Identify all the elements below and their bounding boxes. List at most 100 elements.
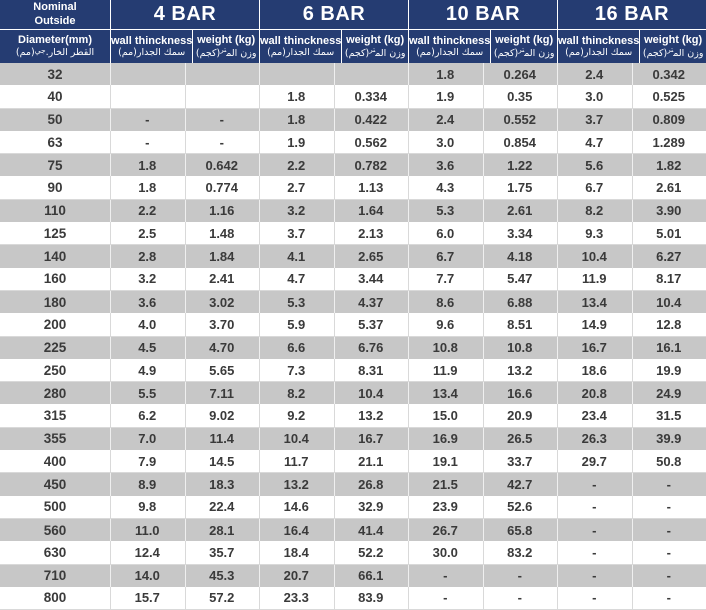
value-cell: 16.7: [334, 428, 409, 450]
value-cell: 10.4: [259, 428, 334, 450]
value-cell: 7.0: [110, 428, 185, 450]
value-cell: -: [557, 519, 632, 541]
value-cell: 11.4: [185, 428, 260, 450]
value-cell: 1.75: [483, 176, 558, 198]
value-cell: 52.2: [334, 541, 409, 563]
subheader-4bar-wall-thickness: wall thinckness سمك الجدار(مم): [110, 30, 192, 63]
value-cell: 13.2: [259, 473, 334, 495]
value-cell: 2.7: [259, 176, 334, 198]
table-row: 315 6.2 9.02 9.2 13.2 15.0 20.9 23.4 31.5: [0, 404, 706, 428]
table-row: 225 4.5 4.70 6.6 6.76 10.8 10.8 16.7 16.1: [0, 336, 706, 359]
value-cell: 5.5: [110, 382, 185, 404]
diameter-cell: 355: [43, 431, 67, 447]
table-row: 180 3.6 3.02 5.3 4.37 8.6 6.88 13.4 10.4: [0, 290, 706, 314]
value-cell: 4.1: [259, 245, 334, 267]
value-cell: 3.0: [557, 85, 632, 107]
value-cell: 16.1: [632, 337, 706, 359]
value-cell: 1.8: [259, 109, 334, 131]
table-row: 110 2.2 1.16 3.2 1.64 5.3 2.61 8.2 3.90: [0, 199, 706, 223]
header-nominal-line2: Outside: [34, 14, 76, 27]
value-cell: 4.7: [259, 268, 334, 290]
value-cell: 9.02: [185, 404, 260, 426]
value-cell: 22.4: [185, 496, 260, 518]
value-cell: 39.9: [632, 428, 706, 450]
value-cell: 11.0: [110, 519, 185, 541]
value-cell: 14.6: [259, 496, 334, 518]
value-cell: 57.2: [185, 587, 260, 609]
value-cell: 1.64: [334, 200, 409, 222]
value-cell: 13.4: [408, 382, 483, 404]
diameter-cell: 90: [47, 180, 63, 196]
value-cell: 3.70: [185, 313, 260, 335]
value-cell: [185, 63, 260, 85]
value-cell: 2.2: [259, 154, 334, 176]
value-cell: 2.8: [110, 245, 185, 267]
header-group-16bar: 16 BAR: [557, 0, 706, 30]
diameter-cell: 63: [47, 134, 63, 150]
diameter-cell: 315: [43, 408, 67, 424]
value-cell: 6.88: [483, 291, 558, 313]
value-cell: 3.6: [110, 291, 185, 313]
value-cell: 30.0: [408, 541, 483, 563]
value-cell: 1.84: [185, 245, 260, 267]
value-cell: 1.8: [408, 63, 483, 85]
value-cell: 1.9: [408, 85, 483, 107]
value-cell: 26.7: [408, 519, 483, 541]
table-row: 63- -1.9 0.562 3.0 0.854 4.7 1.289: [0, 130, 706, 155]
diameter-cell: 32: [47, 66, 63, 82]
value-cell: 7.9: [110, 450, 185, 472]
diameter-cell: 450: [43, 476, 67, 492]
table-body: 32 1.8 0.264 2.4 0.342 40 1.8 0.334 1.9 0.35 3.0 0.…: [0, 63, 706, 610]
header-nominal-outside: Nominal Outside: [0, 0, 110, 30]
value-cell: 28.1: [185, 519, 260, 541]
table-row: 355 7.0 11.4 10.4 16.7 16.9 26.5 26.3 39.9: [0, 427, 706, 451]
value-cell: 6.0: [408, 222, 483, 244]
value-cell: 13.2: [483, 359, 558, 381]
value-cell: 5.6: [557, 154, 632, 176]
value-cell: -: [483, 565, 558, 587]
value-cell: -: [185, 109, 260, 131]
value-cell: 19.1: [408, 450, 483, 472]
value-cell: 2.4: [557, 63, 632, 85]
value-cell: 6.76: [334, 337, 409, 359]
diameter-cell: 75: [47, 157, 63, 173]
header-group-6bar: 6 BAR: [259, 0, 408, 30]
value-cell: [110, 85, 185, 107]
value-cell: 1.289: [632, 131, 706, 153]
value-cell: 2.61: [483, 200, 558, 222]
value-cell: 1.8: [259, 85, 334, 107]
value-cell: 31.5: [632, 404, 706, 426]
value-cell: 16.4: [259, 519, 334, 541]
value-cell: -: [483, 587, 558, 609]
value-cell: [259, 63, 334, 85]
value-cell: -: [557, 496, 632, 518]
value-cell: 18.4: [259, 541, 334, 563]
value-cell: 8.2: [557, 200, 632, 222]
value-cell: 20.9: [483, 404, 558, 426]
value-cell: 5.65: [185, 359, 260, 381]
value-cell: 5.3: [259, 291, 334, 313]
value-cell: -: [557, 587, 632, 609]
value-cell: 8.6: [408, 291, 483, 313]
value-cell: 0.525: [632, 85, 706, 107]
value-cell: 3.7: [557, 109, 632, 131]
value-cell: 11.9: [408, 359, 483, 381]
subheader-16bar-wall-thickness: wall thinckness سمك الجدار(مم): [557, 30, 639, 63]
value-cell: 0.809: [632, 109, 706, 131]
value-cell: 52.6: [483, 496, 558, 518]
header-diameter-label-ar: القطر الخار.جي(مم): [15, 46, 95, 59]
value-cell: -: [408, 565, 483, 587]
value-cell: 4.3: [408, 176, 483, 198]
value-cell: 11.9: [557, 268, 632, 290]
value-cell: 8.31: [334, 359, 409, 381]
value-cell: 18.6: [557, 359, 632, 381]
value-cell: 13.2: [334, 404, 409, 426]
value-cell: 5.3: [408, 200, 483, 222]
value-cell: 1.8: [110, 154, 185, 176]
value-cell: 2.13: [334, 222, 409, 244]
value-cell: 65.8: [483, 519, 558, 541]
value-cell: 2.2: [110, 200, 185, 222]
value-cell: 21.1: [334, 450, 409, 472]
diameter-cell: 125: [43, 225, 67, 241]
value-cell: 8.51: [483, 313, 558, 335]
